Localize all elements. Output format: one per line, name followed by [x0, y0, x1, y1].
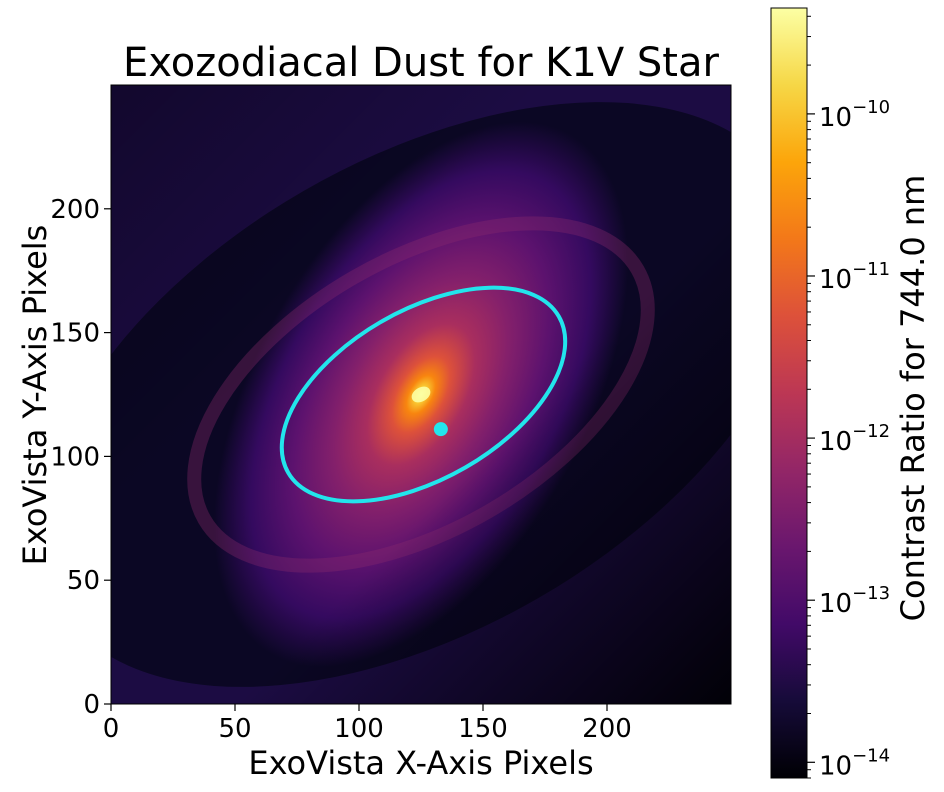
x-axis: 0 50 100 150 200 — [103, 704, 632, 744]
colorbar — [770, 7, 808, 779]
y-tick-label: 100 — [50, 442, 100, 472]
colorbar-label: Contrast Ratio for 744.0 nm — [894, 175, 932, 622]
planet-orbit — [279, 285, 568, 504]
x-tick-label: 200 — [582, 714, 632, 744]
colorbar-ticks: 10−14 10−13 10−12 10−11 10−10 — [807, 15, 890, 781]
colorbar-tick-label: 10−12 — [819, 421, 890, 457]
y-tick-label: 50 — [67, 566, 100, 596]
heatmap-area — [111, 85, 731, 704]
x-tick-label: 100 — [334, 714, 384, 744]
x-tick-label: 0 — [103, 714, 120, 744]
y-tick-label: 150 — [50, 319, 100, 349]
planet-marker — [433, 422, 448, 437]
colorbar-tick-label: 10−13 — [819, 583, 890, 619]
y-tick-label: 0 — [83, 690, 100, 720]
chart-title: Exozodiacal Dust for K1V Star — [123, 40, 719, 86]
y-axis: 0 50 100 150 200 — [50, 195, 111, 720]
colorbar-tick-label: 10−14 — [819, 745, 890, 781]
y-axis-label: ExoVista Y-Axis Pixels — [16, 225, 54, 566]
plot-frame — [110, 84, 732, 705]
y-tick-label: 200 — [50, 195, 100, 225]
x-tick-label: 150 — [458, 714, 508, 744]
colorbar-tick-label: 10−10 — [819, 97, 890, 133]
star-core — [411, 386, 431, 403]
x-tick-label: 50 — [218, 714, 251, 744]
colorbar-tick-label: 10−11 — [819, 259, 890, 295]
x-axis-label: ExoVista X-Axis Pixels — [248, 744, 593, 782]
